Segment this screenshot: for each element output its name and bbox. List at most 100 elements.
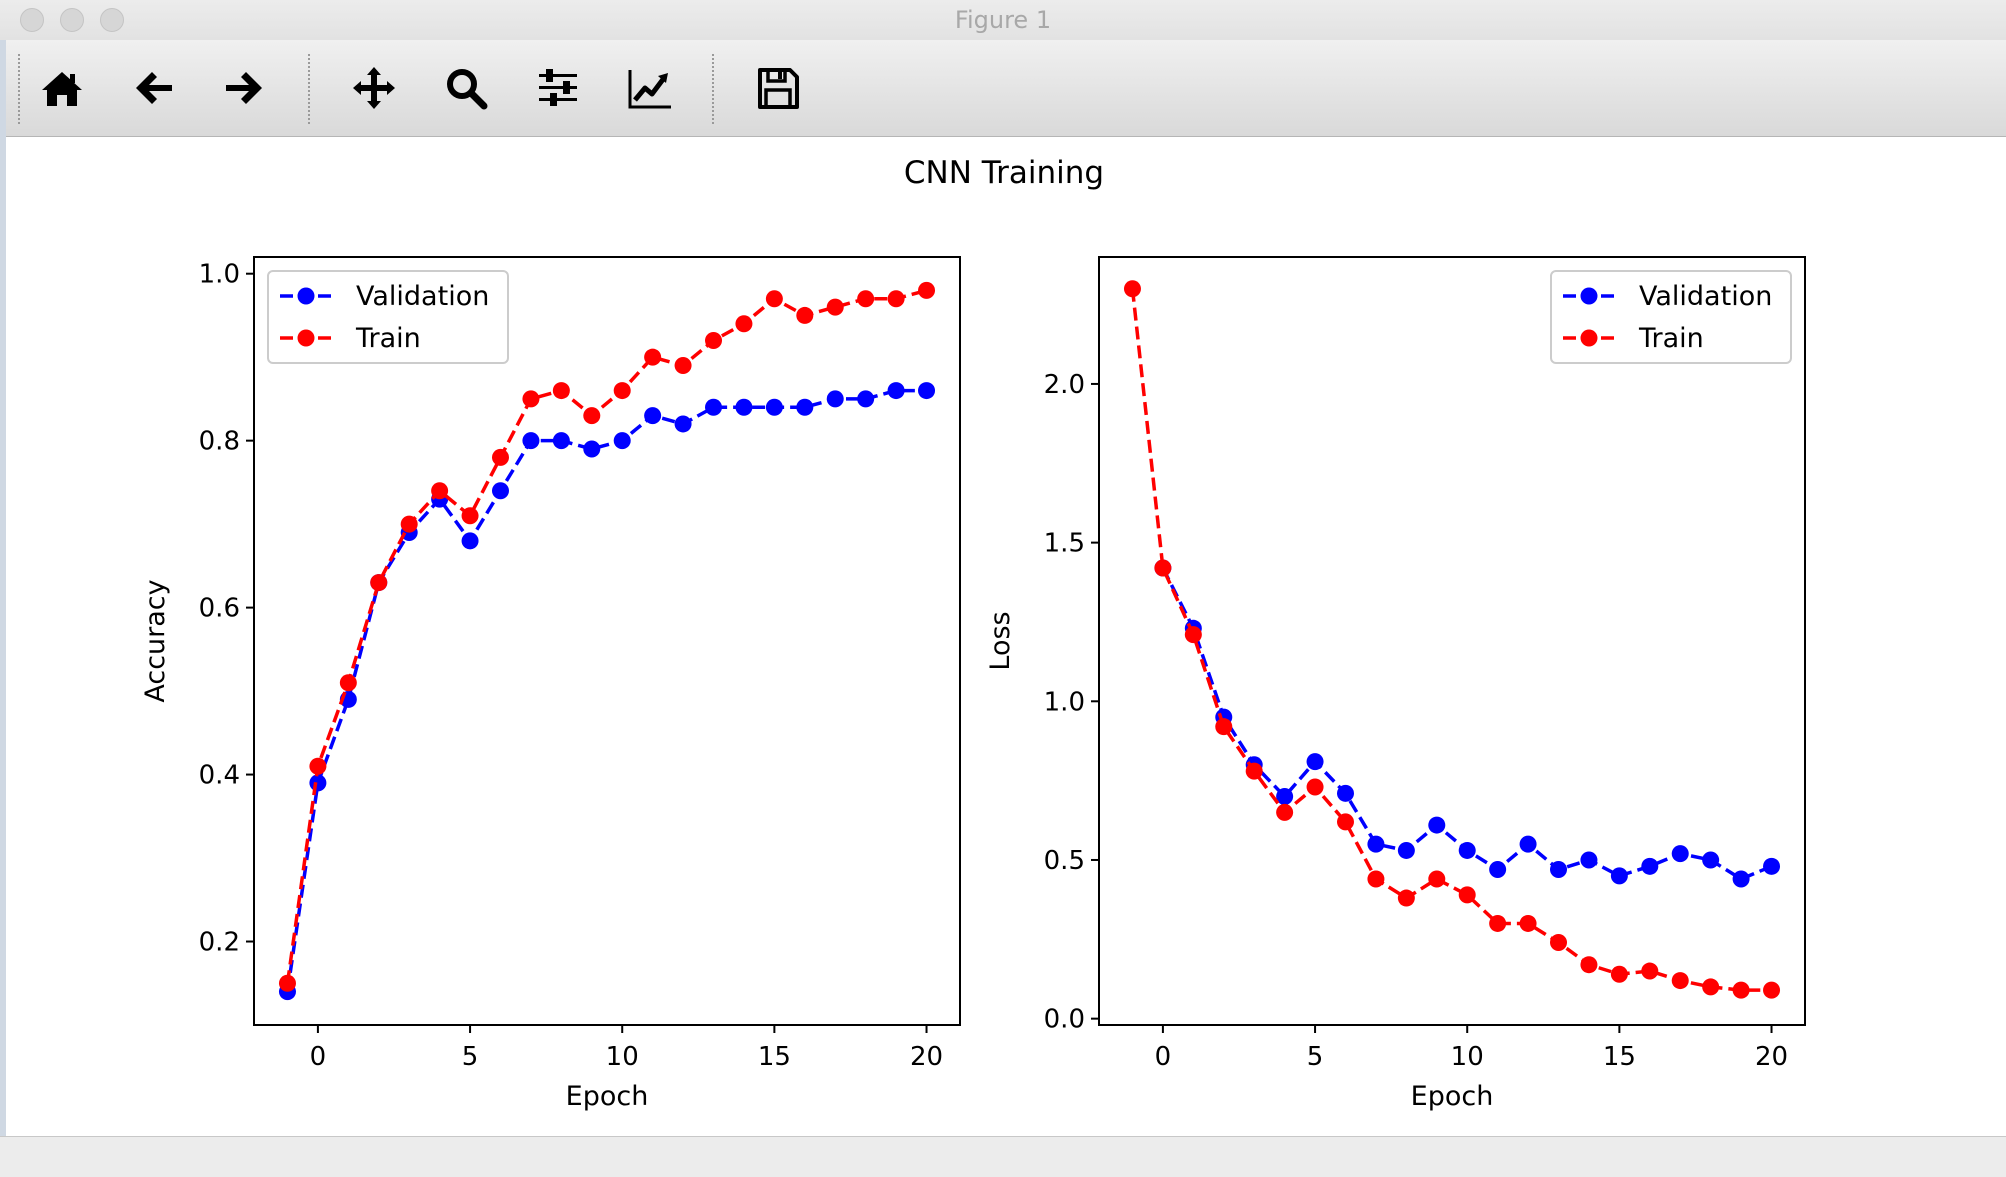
title-bar: Figure 1 <box>0 0 2006 41</box>
data-point-validation <box>1367 835 1385 853</box>
series-line-train <box>1130 288 1772 992</box>
data-point-train <box>1123 280 1141 298</box>
zoom-window-button[interactable] <box>100 8 124 32</box>
figure-suptitle: CNN Training <box>904 155 1104 191</box>
x-tick-label: 10 <box>1451 1042 1484 1072</box>
back-button[interactable] <box>122 56 186 120</box>
data-point-train <box>461 507 479 525</box>
pan-button[interactable] <box>342 56 406 120</box>
accuracy-axes[interactable]: 0 5 10 15 20 0.2 0.4 0.6 0.8 1.0 Epoch Accuracy Vali… <box>140 256 961 1112</box>
y-tick-label: 0.2 <box>199 928 240 958</box>
data-point-train <box>1641 962 1659 980</box>
legend: Validation Train <box>267 270 509 364</box>
x-tick-label: 20 <box>1755 1042 1788 1072</box>
y-tick-label: 0.6 <box>199 594 240 624</box>
data-point-validation <box>1306 753 1324 771</box>
home-button[interactable] <box>30 56 94 120</box>
data-point-validation <box>857 390 875 408</box>
window-edge <box>0 40 6 1136</box>
x-tick-label: 5 <box>1307 1042 1324 1072</box>
data-point-validation <box>644 407 662 425</box>
data-point-train <box>339 674 357 692</box>
data-point-train <box>522 390 540 408</box>
data-point-validation <box>796 398 814 416</box>
y-tick-label: 0.4 <box>199 761 240 791</box>
configure-subplots-button[interactable] <box>526 56 590 120</box>
data-point-validation <box>1458 841 1476 859</box>
y-tick-label: 1.0 <box>1044 687 1085 717</box>
data-point-train <box>765 290 783 308</box>
y-tick-label: 0.0 <box>1044 1005 1085 1035</box>
data-point-train <box>431 482 449 500</box>
data-point-validation <box>1580 851 1598 869</box>
save-button[interactable] <box>746 56 810 120</box>
legend-label: Train <box>1638 323 1704 354</box>
x-tick-label: 5 <box>462 1042 479 1072</box>
data-point-train <box>918 281 936 299</box>
data-point-train <box>644 348 662 366</box>
data-point-validation <box>918 382 936 400</box>
data-point-train <box>674 357 692 375</box>
y-tick-label: 0.5 <box>1044 846 1085 876</box>
forward-arrow-icon <box>226 72 262 104</box>
data-point-validation <box>887 382 905 400</box>
legend-marker <box>297 329 315 347</box>
axes-frame <box>1098 256 1806 1026</box>
data-point-validation <box>491 482 509 500</box>
legend: Validation Train <box>1550 270 1792 364</box>
data-point-train <box>1215 718 1233 736</box>
legend-marker <box>1580 329 1598 347</box>
toolbar-separator <box>308 54 310 124</box>
data-point-validation <box>552 432 570 450</box>
series-line-validation <box>285 388 927 992</box>
close-window-button[interactable] <box>20 8 44 32</box>
data-point-validation <box>826 390 844 408</box>
edit-axis-curves-icon <box>628 70 671 109</box>
data-point-validation <box>1610 867 1628 885</box>
data-point-train <box>1367 870 1385 888</box>
data-point-validation <box>1428 816 1446 834</box>
data-point-validation <box>1397 841 1415 859</box>
data-point-train <box>1519 914 1537 932</box>
data-point-train <box>613 382 631 400</box>
data-point-validation <box>735 398 753 416</box>
x-tick-label: 15 <box>758 1042 791 1072</box>
data-point-validation <box>1702 851 1720 869</box>
save-floppy-icon <box>758 68 799 109</box>
data-point-train <box>705 331 723 349</box>
forward-button[interactable] <box>212 56 276 120</box>
x-axis-label: Epoch <box>1411 1081 1494 1112</box>
data-point-train <box>735 315 753 333</box>
data-point-validation <box>1732 870 1750 888</box>
navigation-toolbar <box>0 40 2006 137</box>
x-tick-label: 10 <box>606 1042 639 1072</box>
data-point-validation <box>1519 835 1537 853</box>
data-point-validation <box>522 432 540 450</box>
zoom-button[interactable] <box>434 56 498 120</box>
data-point-train <box>1336 813 1354 831</box>
figure-svg: CNN Training 0 5 10 15 20 0.2 0.4 0.6 0.8 1.0 Epoc… <box>140 155 1806 1112</box>
legend-marker <box>297 287 315 305</box>
y-axis-label: Accuracy <box>140 579 171 702</box>
legend-label: Validation <box>356 281 489 312</box>
figure-canvas[interactable]: CNN Training 0 5 10 15 20 0.2 0.4 0.6 0.8 1.0 Epoc… <box>6 137 2000 1135</box>
data-point-validation <box>705 398 723 416</box>
minimize-window-button[interactable] <box>60 8 84 32</box>
x-tick-label: 15 <box>1603 1042 1636 1072</box>
data-point-validation <box>583 440 601 458</box>
x-tick-label: 0 <box>1155 1042 1172 1072</box>
edit-axis-button[interactable] <box>618 56 682 120</box>
data-point-train <box>400 515 418 533</box>
legend-box <box>1550 270 1792 364</box>
data-point-train <box>1458 886 1476 904</box>
status-bar <box>0 1136 2006 1177</box>
loss-axes[interactable]: 0 5 10 15 20 0.0 0.5 1.0 1.5 2.0 Epoch Loss Validati… <box>985 256 1806 1112</box>
legend-box <box>267 270 509 364</box>
pan-move-icon <box>353 67 395 109</box>
data-point-validation <box>1276 788 1294 806</box>
data-point-train <box>857 290 875 308</box>
x-tick-label: 20 <box>910 1042 943 1072</box>
data-point-train <box>1397 889 1415 907</box>
data-point-validation <box>1763 857 1781 875</box>
